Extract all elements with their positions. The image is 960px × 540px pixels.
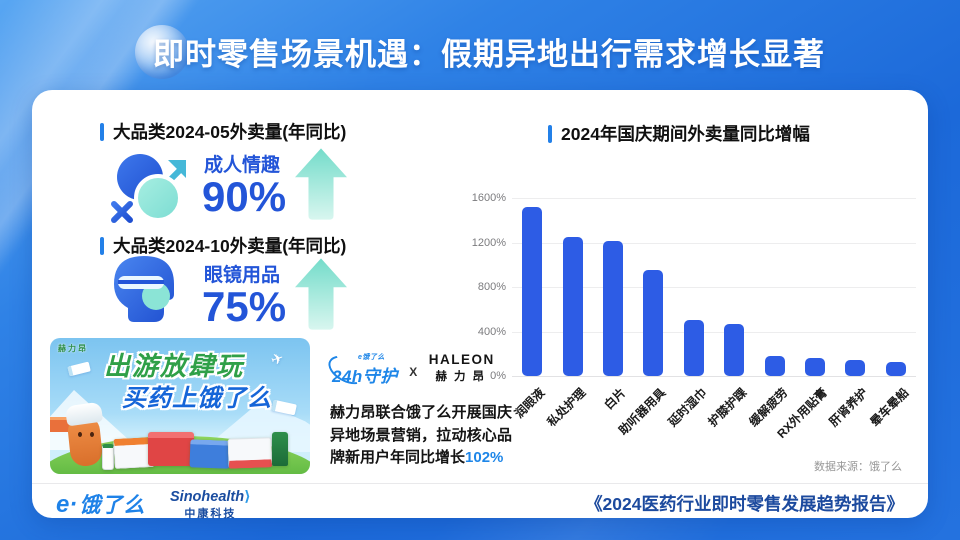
y-axis-tick: 1200% — [471, 236, 506, 249]
bar-缓解疲劳 — [764, 355, 785, 376]
promo-headline-2: 买药上饿了么 — [122, 385, 272, 412]
medicine-bottle — [102, 444, 114, 470]
bar-护膝护踝 — [724, 323, 745, 376]
slide-title: 即时零售场景机遇：假期异地出行需求增长显著 — [153, 36, 825, 72]
stat-block1-label: 成人情趣 — [204, 155, 281, 176]
chart-plot — [512, 198, 916, 377]
stat-block1-header: 大品类2024-05外卖量(年同比) — [100, 119, 346, 144]
gridline — [512, 331, 916, 333]
globe-icon — [135, 25, 189, 79]
report-title: 《2024医药行业即时零售发展趋势报告》 — [585, 494, 904, 514]
footer-divider — [32, 483, 928, 484]
promo-headline-1: 出游放肆玩 — [104, 351, 245, 381]
section-marker — [100, 122, 104, 141]
eleme-mini-wordmark: e饿了么 — [358, 354, 385, 361]
stat-block2-header: 大品类2024-10外卖量(年同比) — [100, 233, 346, 258]
chart-header: 2024年国庆期间外卖量同比增幅 — [548, 121, 810, 146]
content-card: 大品类2024-05外卖量(年同比) 成人情趣 90% 大品类2024-10外卖… — [32, 90, 928, 521]
chart-source: 数据来源：饿了么 — [814, 461, 902, 473]
eleme-e-icon: e· — [56, 491, 78, 518]
24h-guard-logo: e饿了么 24h守护 — [323, 350, 398, 390]
y-axis-tick: 0% — [490, 370, 506, 382]
category-label: 白片 — [601, 385, 629, 413]
stat-block1-value: 90% — [202, 173, 287, 220]
bar-RX外用贴膏 — [805, 358, 825, 376]
category-label: 私处护理 — [544, 385, 588, 430]
stat-block2-title: 大品类2024-10外卖量(年同比) — [113, 236, 347, 256]
capsule-mascot — [64, 401, 104, 468]
haleon-wordmark-en: HALEON — [428, 352, 495, 367]
bar-延时湿巾 — [683, 320, 704, 376]
medicine-box — [189, 439, 231, 469]
gridline — [512, 242, 916, 244]
sinohealth-logo: Sinohealth⟩ 中康科技 — [170, 489, 251, 521]
category-label: 润眼液 — [512, 385, 548, 421]
medicine-box — [148, 432, 194, 466]
head-with-glasses-icon — [114, 256, 174, 322]
slide-header: 即时零售场景机遇：假期异地出行需求增长显著 — [0, 24, 960, 79]
sinohealth-wordmark-en: Sinohealth — [170, 489, 245, 505]
haleon-logo: HALEON 赫力昂 — [429, 352, 495, 384]
y-axis-tick: 400% — [477, 325, 506, 338]
gridline — [512, 376, 916, 377]
partner-description: 赫力昂联合饿了么开展国庆异地场景营销，拉动核心品牌新用户年同比增长102% — [330, 402, 512, 470]
eleme-wordmark: 饿了么 — [79, 494, 146, 517]
medicine-bottle — [272, 432, 288, 466]
bar-润眼液 — [522, 206, 543, 376]
bar-晕车晕船 — [885, 362, 906, 376]
stat-block2-label: 眼镜用品 — [204, 265, 281, 286]
bar-肝肾养护 — [845, 360, 866, 376]
up-arrow-icon — [295, 148, 347, 220]
chart-title: 2024年国庆期间外卖量同比增幅 — [561, 124, 810, 144]
bar-chart: 0% 400% 800% 1200% 1600% 润眼液 私处护理 白片 助听器用具 延时湿巾 护膝… — [468, 190, 920, 472]
plane-icon: ✈ — [269, 349, 287, 370]
category-label: 护膝护踝 — [705, 385, 750, 430]
category-label: 延时湿巾 — [665, 385, 710, 430]
bar-私处护理 — [562, 236, 583, 376]
promo-banner: 赫力昂 出游放肆玩 买药上饿了么 ✈ — [50, 338, 310, 474]
partner-logos: e饿了么 24h守护 X HALEON 赫力昂 — [323, 350, 522, 394]
gender-symbols-icon — [111, 154, 186, 223]
sinohealth-flag-icon: ⟩ — [244, 489, 251, 505]
collab-x-mark: X — [409, 365, 418, 379]
24h-guard-wordmark: 24h守护 — [332, 367, 398, 386]
bar-助听器用具 — [643, 270, 664, 376]
sinohealth-wordmark-cn: 中康科技 — [184, 508, 237, 520]
gridline — [512, 287, 916, 288]
gridline — [512, 198, 916, 199]
stat-block2-value: 75% — [202, 283, 287, 330]
y-axis-tick: 1600% — [471, 192, 506, 204]
ticket-shape — [67, 361, 91, 377]
up-arrow-icon — [295, 258, 347, 330]
stat-block1-title: 大品类2024-05外卖量(年同比) — [113, 122, 347, 142]
haleon-wordmark-cn: 赫力昂 — [435, 371, 491, 383]
eleme-logo: e·饿了么 — [56, 489, 145, 519]
y-axis-tick: 800% — [477, 281, 506, 293]
section-marker — [548, 124, 552, 143]
medicine-box — [227, 437, 273, 469]
bar-白片 — [603, 241, 623, 376]
category-label: 肝肾养护 — [826, 385, 871, 430]
section-marker — [100, 236, 104, 255]
promo-brand: 赫力昂 — [58, 344, 88, 353]
category-label: 晕车晕船 — [867, 385, 912, 430]
description-text: 赫力昂联合饿了么开展国庆异地场景营销，拉动核心品牌新用户年同比增长 — [330, 404, 512, 466]
description-highlight: 102% — [465, 449, 504, 466]
